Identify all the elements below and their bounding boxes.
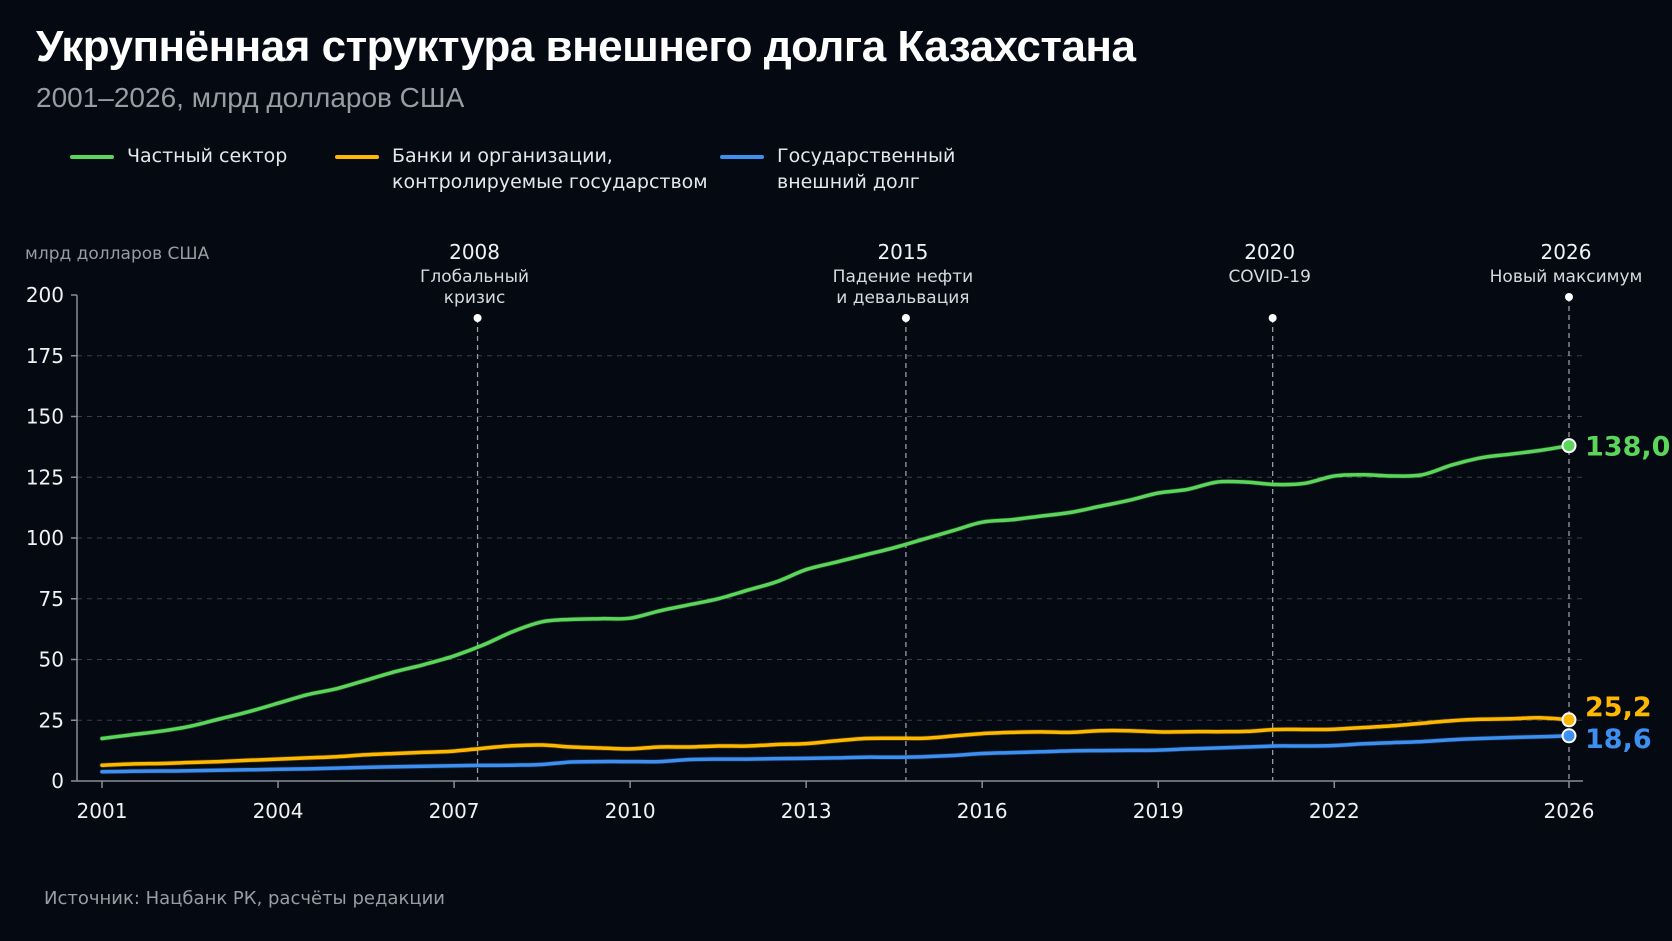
chart-subtitle: 2001–2026, млрд долларов США	[36, 82, 465, 113]
x-tick-label: 2007	[429, 799, 480, 823]
annotation-year: 2020	[1244, 240, 1295, 264]
legend-label-line: Банки и организации,	[392, 145, 613, 167]
x-tick-label: 2001	[77, 799, 128, 823]
annotation-dot	[1268, 314, 1277, 322]
legend-label-line: контролируемые государством	[392, 171, 708, 193]
annotation-year: 2026	[1541, 240, 1592, 264]
annotation-year: 2015	[877, 240, 928, 264]
y-tick-label: 175	[26, 344, 64, 368]
legend-item-private: Частный сектор	[70, 143, 287, 169]
x-tick-label: 2013	[781, 799, 832, 823]
series-lines	[99, 443, 1572, 775]
annotation-year: 2008	[449, 240, 500, 264]
chart-title: Укрупнённая структура внешнего долга Каз…	[36, 22, 1136, 71]
annotation-text: COVID-19	[1228, 267, 1310, 287]
x-tick-label: 2019	[1133, 799, 1184, 823]
y-tick-label: 50	[39, 648, 64, 672]
series-line-private-glow	[99, 443, 1572, 741]
source-note: Источник: Нацбанк РК, расчёты редакции	[44, 888, 445, 909]
annotation-dot	[901, 314, 910, 322]
x-tick-label: 2004	[253, 799, 304, 823]
annotation-dot	[1565, 293, 1573, 301]
y-tick-label: 75	[39, 587, 64, 611]
legend-item-banks: Банки и организации, контролируемые госу…	[335, 143, 708, 195]
x-tick-label: 2016	[957, 799, 1008, 823]
annotation-text: Новый максимум	[1490, 267, 1643, 287]
y-tick-label: 0	[51, 769, 64, 793]
series-line-banks	[100, 716, 1571, 767]
legend-swatch-private	[70, 155, 114, 159]
y-tick-label: 150	[26, 405, 64, 429]
annotation-text: кризис	[444, 288, 506, 308]
end-point-banks	[1561, 712, 1577, 728]
legend-swatch-banks	[335, 155, 379, 159]
x-tick-label: 2010	[605, 799, 656, 823]
end-label-private: 138,0	[1585, 432, 1670, 463]
x-tick-label: 2026	[1544, 799, 1595, 823]
end-label-gov: 18,6	[1585, 724, 1652, 755]
legend-item-gov: Государственный внешний долг	[720, 143, 955, 195]
legend-swatch-gov	[720, 155, 764, 159]
legend-label-line: Государственный	[777, 145, 956, 167]
y-tick-label: 25	[39, 708, 64, 732]
end-point-gov	[1561, 728, 1577, 744]
legend-label-private: Частный сектор	[127, 143, 287, 169]
series-line-private	[100, 443, 1571, 741]
gridlines	[77, 355, 1583, 721]
annotation-text: Падение нефти	[833, 267, 974, 287]
annotation-dot	[473, 314, 482, 322]
x-tick-label: 2022	[1309, 799, 1360, 823]
end-points: 138,0 25,218,6	[1561, 432, 1670, 755]
end-point-private	[1561, 438, 1577, 454]
legend-label-banks: Банки и организации, контролируемые госу…	[392, 143, 708, 195]
y-tick-label: 200	[26, 283, 64, 307]
series-line-gov	[100, 734, 1571, 774]
y-tick-label: 125	[26, 465, 64, 489]
y-axis-unit-label: млрд долларов США	[25, 244, 210, 264]
legend-label-gov: Государственный внешний долг	[777, 143, 955, 195]
axes: 0 25 50 75 100 125 150 175 200 2001 2004 2007 2010 20…	[26, 283, 1595, 823]
end-label-banks: 25,2	[1585, 692, 1652, 723]
legend-label-line: внешний долг	[777, 171, 920, 193]
annotation-text: Глобальный	[420, 267, 529, 287]
y-tick-label: 100	[26, 526, 64, 550]
annotation-text: и девальвация	[836, 288, 969, 308]
legend-label-line: Частный сектор	[127, 145, 288, 167]
